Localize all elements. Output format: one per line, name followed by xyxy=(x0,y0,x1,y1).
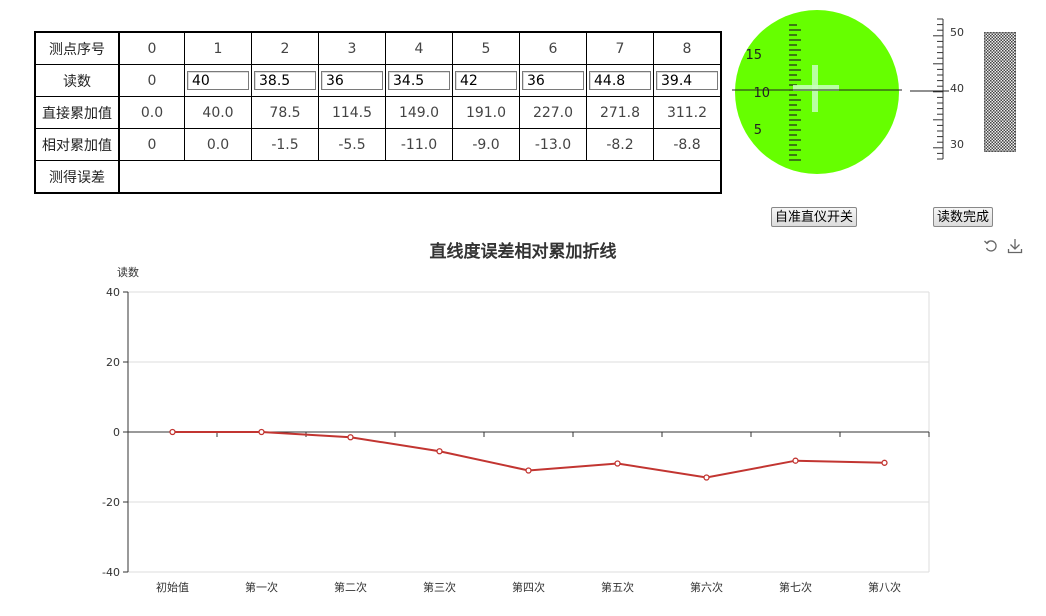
data-point xyxy=(348,435,353,440)
x-tick-label: 初始值 xyxy=(156,580,189,594)
data-point xyxy=(170,430,175,435)
data-point xyxy=(259,430,264,435)
y-tick-label: -20 xyxy=(102,496,120,509)
x-tick-label: 第八次 xyxy=(868,580,901,594)
data-point xyxy=(793,458,798,463)
y-tick-label: -40 xyxy=(102,566,120,579)
x-tick-label: 第二次 xyxy=(334,580,367,594)
data-point xyxy=(615,461,620,466)
chart-axes: -40 -20 0 20 40 初始值 第一次 第二次 第三次 第四次 第五次 第六次 第七次 第八次 xyxy=(102,286,929,594)
x-tick-label: 第四次 xyxy=(512,580,545,594)
x-tick-label: 第五次 xyxy=(601,580,634,594)
x-tick-label: 第三次 xyxy=(423,580,456,594)
x-tick-label: 第七次 xyxy=(779,580,812,594)
y-tick-label: 20 xyxy=(106,356,120,369)
data-point xyxy=(437,449,442,454)
y-tick-label: 40 xyxy=(106,286,120,299)
chart-series xyxy=(170,430,887,481)
data-point xyxy=(882,460,887,465)
x-tick-label: 第一次 xyxy=(245,580,278,594)
data-point xyxy=(704,475,709,480)
x-tick-label: 第六次 xyxy=(690,580,723,594)
y-tick-label: 0 xyxy=(113,426,120,439)
data-point xyxy=(526,468,531,473)
